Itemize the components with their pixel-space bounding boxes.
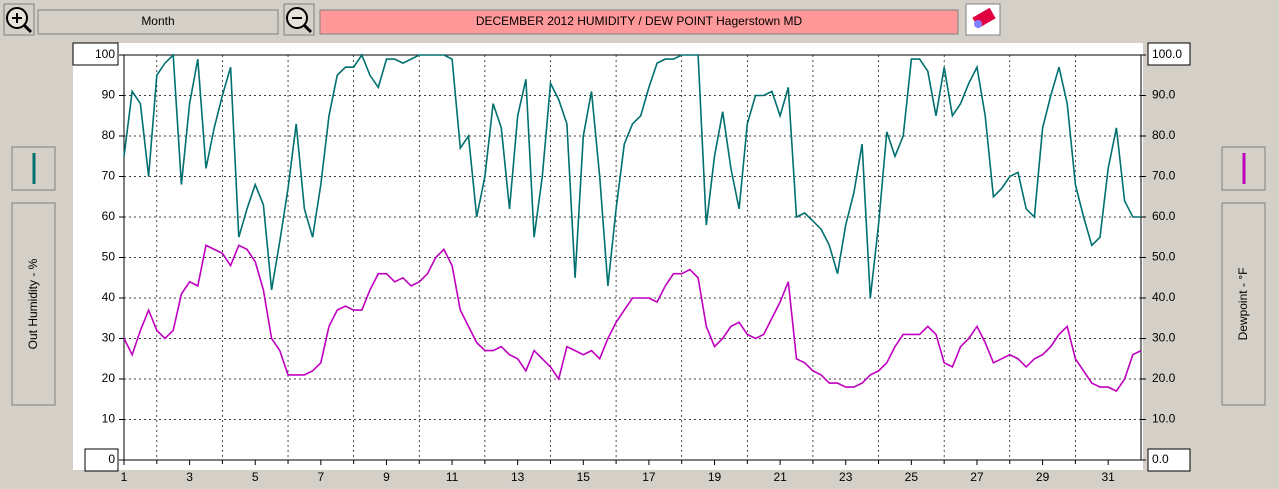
x-tick-label: 25 bbox=[905, 470, 919, 484]
ymin-box bbox=[84, 448, 119, 472]
y2-tick-label: 40.0 bbox=[1152, 290, 1176, 304]
y-tick-label: 70 bbox=[102, 169, 116, 183]
x-tick-label: 17 bbox=[642, 470, 656, 484]
legend-label: Out Humidity - % bbox=[26, 258, 40, 349]
chart-title: DECEMBER 2012 HUMIDITY / DEW POINT Hager… bbox=[476, 14, 803, 28]
x-tick-label: 1 bbox=[121, 470, 128, 484]
axis-label-panel-left bbox=[11, 202, 56, 406]
x-tick-label: 19 bbox=[708, 470, 722, 484]
y2min-box bbox=[1147, 448, 1191, 472]
x-tick-label: 9 bbox=[383, 470, 390, 484]
y-tick-label: 10 bbox=[102, 412, 116, 426]
y2-tick-label: 60.0 bbox=[1152, 209, 1176, 223]
zoom-out-button[interactable] bbox=[283, 3, 315, 36]
y-tick-label: 0 bbox=[108, 452, 115, 466]
series-line bbox=[123, 244, 1142, 393]
x-tick-label: 21 bbox=[773, 470, 787, 484]
x-tick-label: 31 bbox=[1102, 470, 1116, 484]
y-tick-label: 90 bbox=[102, 88, 116, 102]
series-line bbox=[123, 53, 1141, 299]
y-tick-label: 40 bbox=[102, 290, 116, 304]
y-tick-label: 80 bbox=[102, 128, 116, 142]
y2-tick-label: 0.0 bbox=[1152, 452, 1169, 466]
x-tick-label: 3 bbox=[186, 470, 193, 484]
x-tick-label: 29 bbox=[1036, 470, 1050, 484]
y2-tick-label: 80.0 bbox=[1152, 128, 1176, 142]
axis-label-panel-right bbox=[1221, 202, 1266, 406]
y2-tick-label: 100.0 bbox=[1152, 47, 1182, 61]
y-tick-label: 20 bbox=[102, 371, 116, 385]
y-tick-label: 50 bbox=[102, 250, 116, 264]
x-tick-label: 7 bbox=[317, 470, 324, 484]
title-box bbox=[319, 9, 959, 35]
x-tick-label: 27 bbox=[970, 470, 984, 484]
x-tick-label: 5 bbox=[252, 470, 259, 484]
x-tick-label: 13 bbox=[511, 470, 525, 484]
y-tick-label: 30 bbox=[102, 331, 116, 345]
legend-label: Dewpoint - °F bbox=[1236, 268, 1250, 341]
y-tick-label: 100 bbox=[95, 47, 115, 61]
y2max-box bbox=[1147, 42, 1191, 66]
ymax-box bbox=[72, 42, 119, 66]
y2-tick-label: 50.0 bbox=[1152, 250, 1176, 264]
y2-tick-label: 20.0 bbox=[1152, 371, 1176, 385]
y-tick-label: 60 bbox=[102, 209, 116, 223]
x-tick-label: 23 bbox=[839, 470, 853, 484]
print-icon[interactable] bbox=[965, 3, 1001, 36]
y2-tick-label: 90.0 bbox=[1152, 88, 1176, 102]
y2-tick-label: 10.0 bbox=[1152, 412, 1176, 426]
zoom-in-button[interactable] bbox=[3, 3, 35, 36]
y2-tick-label: 30.0 bbox=[1152, 331, 1176, 345]
period-button[interactable] bbox=[37, 9, 279, 35]
x-tick-label: 15 bbox=[577, 470, 591, 484]
y2-tick-label: 70.0 bbox=[1152, 169, 1176, 183]
x-tick-label: 11 bbox=[446, 470, 459, 484]
period-label: Month bbox=[141, 14, 174, 28]
